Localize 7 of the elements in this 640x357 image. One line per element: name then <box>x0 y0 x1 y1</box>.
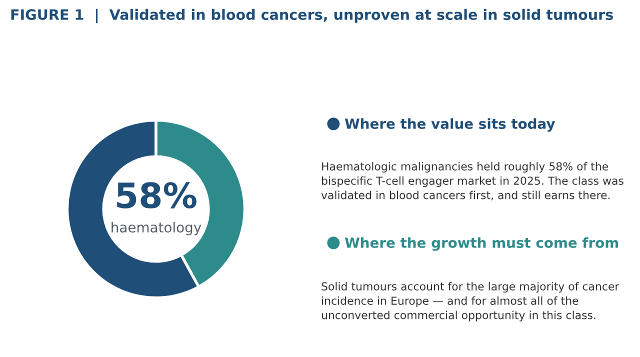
text: 58% <box>117 182 196 208</box>
legend-label: Where the growth must come from <box>344 237 618 251</box>
chart-title: FIGURE 1 | Validated in blood cancers, unproven at scale in solid tumours <box>11 8 613 24</box>
text: Haematologic malignancies held roughly 58% of the bispecific T-cell engager market in 2025. The class was validated in blood cancers first, and still earns there. <box>321 162 624 200</box>
text: haematology <box>112 222 202 236</box>
legend-label: Where the value sits today <box>344 118 556 132</box>
text: Solid tumours account for the large majority of cancer incidence in Europe — and for almost all of the unconverted commercial opportunity in this class. <box>322 282 620 322</box>
